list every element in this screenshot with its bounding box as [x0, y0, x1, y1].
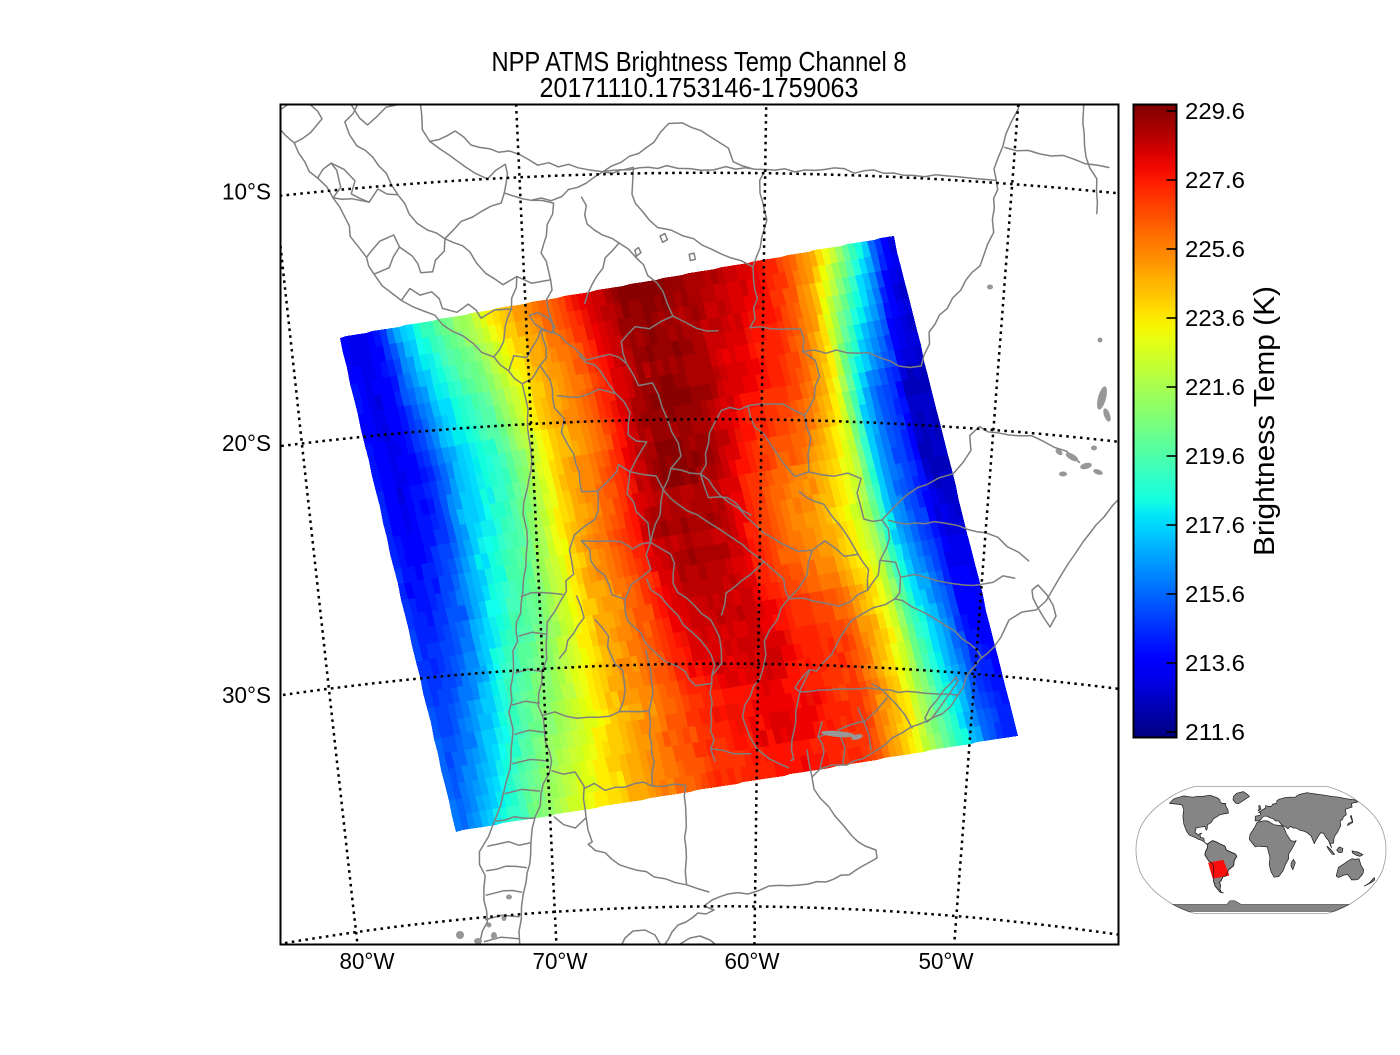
- svg-text:20171110.1753146-1759063: 20171110.1753146-1759063: [540, 72, 859, 103]
- svg-text:223.6: 223.6: [1185, 305, 1245, 331]
- svg-text:NPP ATMS Brightness Temp Chann: NPP ATMS Brightness Temp Channel 8: [492, 46, 907, 77]
- svg-text:Brightness Temp (K): Brightness Temp (K): [1249, 286, 1281, 556]
- svg-text:30°S: 30°S: [222, 682, 271, 708]
- svg-text:213.6: 213.6: [1185, 650, 1245, 676]
- svg-text:10°S: 10°S: [222, 179, 271, 205]
- svg-text:225.6: 225.6: [1185, 236, 1245, 262]
- svg-text:229.6: 229.6: [1185, 98, 1245, 124]
- svg-text:60°W: 60°W: [725, 948, 780, 974]
- svg-text:217.6: 217.6: [1185, 512, 1245, 538]
- svg-text:50°W: 50°W: [919, 948, 974, 974]
- svg-text:70°W: 70°W: [533, 948, 588, 974]
- svg-text:80°W: 80°W: [340, 948, 395, 974]
- svg-text:221.6: 221.6: [1185, 374, 1245, 400]
- svg-text:211.6: 211.6: [1185, 719, 1245, 745]
- svg-text:20°S: 20°S: [222, 430, 271, 456]
- svg-text:215.6: 215.6: [1185, 581, 1245, 607]
- svg-text:219.6: 219.6: [1185, 443, 1245, 469]
- svg-text:227.6: 227.6: [1185, 167, 1245, 193]
